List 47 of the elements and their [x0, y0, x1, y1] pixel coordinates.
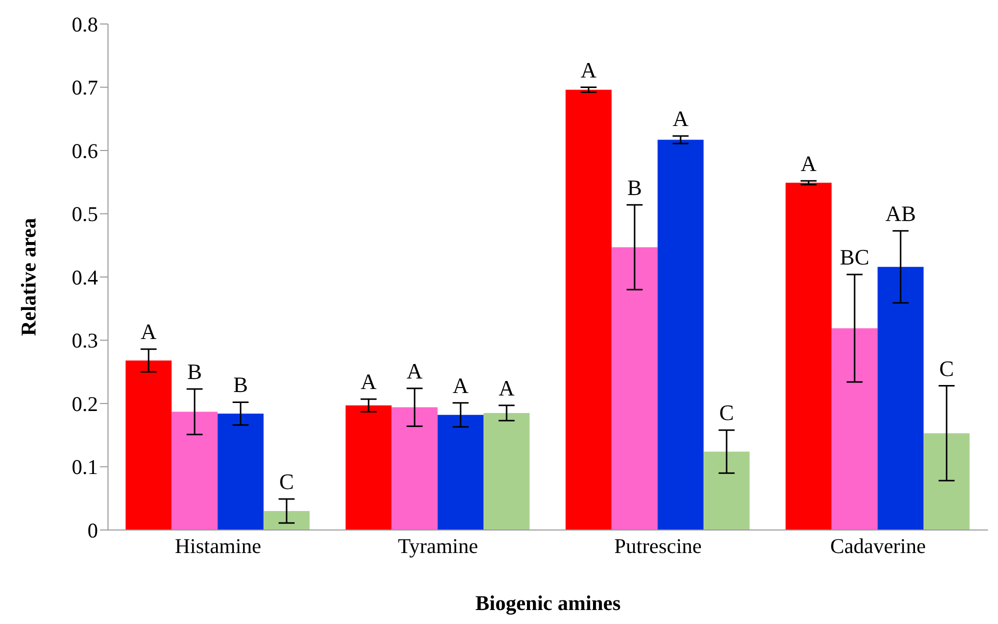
y-tick-label: 0.3 [72, 328, 98, 353]
y-axis-title: Relative area [16, 218, 40, 336]
data-label: C [279, 469, 294, 494]
data-label: B [233, 372, 248, 398]
bar [924, 433, 970, 530]
bar [832, 328, 878, 530]
data-label: A [140, 319, 157, 344]
bar [346, 405, 392, 530]
y-tick-label: 0.6 [72, 138, 98, 163]
x-tick-label: Histamine [174, 534, 262, 558]
bar [658, 140, 704, 530]
bar [786, 182, 832, 530]
data-label: A [452, 372, 469, 398]
x-tick-label: Putrescine [614, 534, 702, 558]
y-tick-label: 0.8 [72, 12, 98, 36]
x-tick-label: Cadaverine [830, 534, 926, 558]
data-label: A [498, 375, 515, 400]
y-tick-label: 0.7 [72, 76, 98, 100]
data-label: BC [840, 244, 870, 270]
bar [172, 412, 218, 530]
bar [484, 412, 530, 530]
x-tick-label: Tyramine [398, 534, 478, 558]
data-label: B [187, 358, 202, 384]
data-label: C [719, 400, 734, 426]
data-label: B [627, 174, 642, 200]
bar [878, 266, 924, 530]
bar [612, 247, 658, 530]
y-tick-label: 0.1 [72, 455, 98, 480]
bar [218, 414, 264, 530]
bar [566, 90, 612, 530]
data-label: A [360, 369, 377, 394]
bar [264, 511, 310, 530]
bar [126, 360, 172, 530]
data-label: AB [885, 200, 916, 226]
bar [438, 414, 484, 530]
x-axis-title: Biogenic amines [475, 591, 621, 615]
bar [392, 407, 438, 530]
bar [704, 452, 750, 530]
data-label: A [800, 150, 817, 176]
y-tick-label: 0.5 [72, 202, 98, 226]
data-label: C [939, 356, 954, 381]
y-tick-label: 0.4 [72, 265, 98, 290]
data-label: A [406, 358, 423, 384]
y-tick-label: 0 [88, 518, 98, 542]
y-tick-label: 0.2 [72, 392, 98, 416]
data-label: A [580, 57, 597, 82]
data-label: A [672, 106, 689, 131]
